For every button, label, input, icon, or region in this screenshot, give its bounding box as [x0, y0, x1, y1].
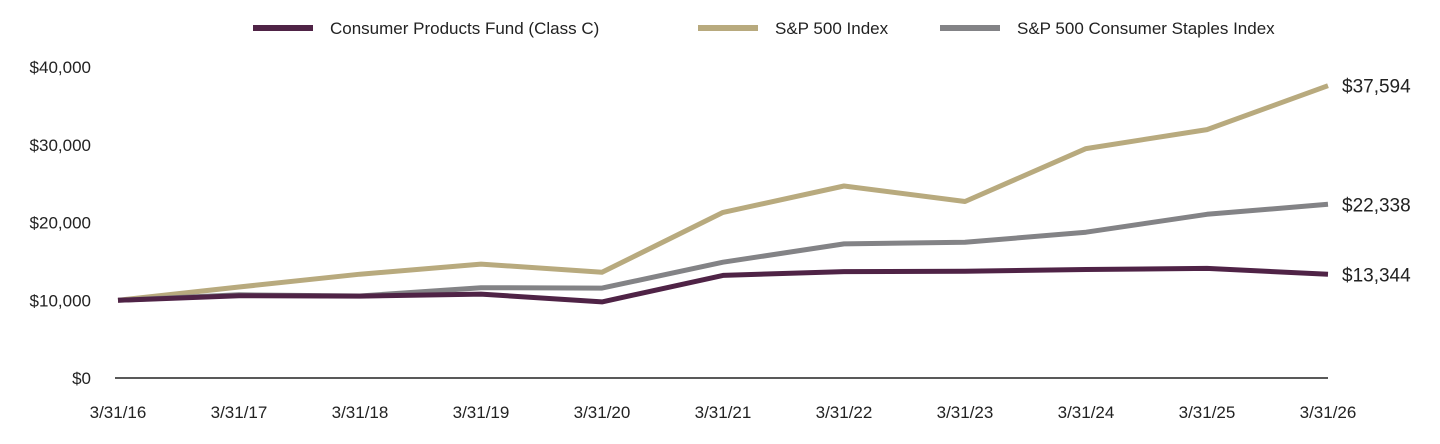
legend-label: S&P 500 Index — [775, 19, 889, 38]
x-tick-label: 3/31/19 — [453, 403, 510, 422]
end-value-label: $22,338 — [1342, 195, 1411, 216]
x-tick-label: 3/31/21 — [695, 403, 752, 422]
legend: Consumer Products Fund (Class C) S&P 500 … — [253, 19, 1275, 38]
x-tick-label: 3/31/25 — [1179, 403, 1236, 422]
x-tick-label: 3/31/26 — [1300, 403, 1357, 422]
y-axis: $0 $10,000 $20,000 $30,000 $40,000 — [30, 58, 91, 388]
end-value-label: $37,594 — [1342, 77, 1411, 98]
series-line-1 — [117, 83, 1329, 303]
y-tick-label: $0 — [72, 369, 91, 388]
x-tick-label: 3/31/18 — [332, 403, 389, 422]
y-tick-label: $40,000 — [30, 58, 91, 77]
x-axis: 3/31/16 3/31/17 3/31/18 3/31/19 3/31/20 3/31/… — [90, 377, 1357, 422]
legend-label: S&P 500 Consumer Staples Index — [1017, 19, 1275, 38]
x-tick-label: 3/31/22 — [816, 403, 873, 422]
x-tick-label: 3/31/23 — [937, 403, 994, 422]
x-tick-label: 3/31/17 — [211, 403, 268, 422]
x-tick-label: 3/31/20 — [574, 403, 631, 422]
y-tick-label: $20,000 — [30, 214, 91, 233]
series-layer — [117, 83, 1329, 305]
x-tick-label: 3/31/24 — [1058, 403, 1115, 422]
end-labels: $13,344 $37,594 $22,338 — [1342, 77, 1411, 287]
series-line-0 — [117, 265, 1329, 305]
x-tick-label: 3/31/16 — [90, 403, 147, 422]
y-tick-label: $30,000 — [30, 136, 91, 155]
series-line-2 — [117, 201, 1329, 303]
end-value-label: $13,344 — [1342, 265, 1411, 286]
legend-label: Consumer Products Fund (Class C) — [330, 19, 599, 38]
y-tick-label: $10,000 — [30, 291, 91, 310]
